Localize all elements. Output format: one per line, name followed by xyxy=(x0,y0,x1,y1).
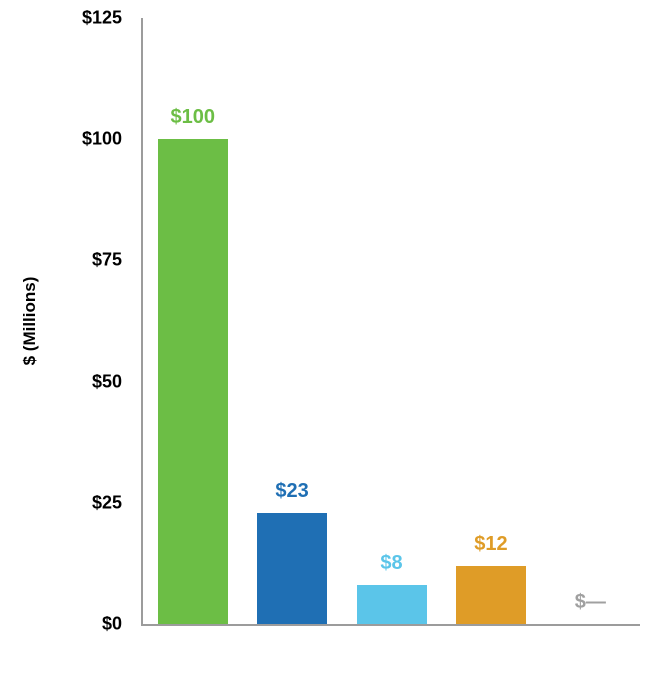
bar-value-label: $100 xyxy=(170,106,215,129)
bar xyxy=(157,139,228,624)
bar-slot: $12 xyxy=(441,18,540,624)
bar-slot: $— xyxy=(541,18,640,624)
y-tick-label: $25 xyxy=(91,492,122,513)
y-axis-ticks: $0 $25 $50 $75 $100 $125 xyxy=(0,8,130,634)
bar-slot: $100 xyxy=(143,18,242,624)
y-tick-label: $125 xyxy=(81,7,122,28)
bar-value-label: $12 xyxy=(474,532,508,555)
bar xyxy=(257,512,328,624)
bar-value-label: $— xyxy=(574,591,606,613)
bar xyxy=(356,585,427,624)
plot-area: $100 $23 $8 $12 $— xyxy=(141,18,640,626)
y-tick-label: $0 xyxy=(101,613,122,634)
y-tick-label: $50 xyxy=(91,371,122,392)
bar-slot: $8 xyxy=(342,18,441,624)
y-tick-label: $75 xyxy=(91,249,122,270)
bar-value-label: $8 xyxy=(380,552,403,575)
bar-value-label: $23 xyxy=(275,479,309,502)
bar xyxy=(455,565,526,624)
bar-slot: $23 xyxy=(242,18,341,624)
y-tick-label: $100 xyxy=(81,128,122,149)
